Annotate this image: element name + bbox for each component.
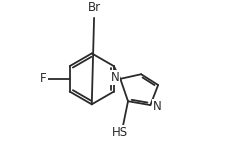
Text: HS: HS [111,126,128,139]
Text: N: N [111,71,120,84]
Text: N: N [153,100,161,113]
Text: Br: Br [88,1,101,14]
Text: F: F [40,72,47,85]
